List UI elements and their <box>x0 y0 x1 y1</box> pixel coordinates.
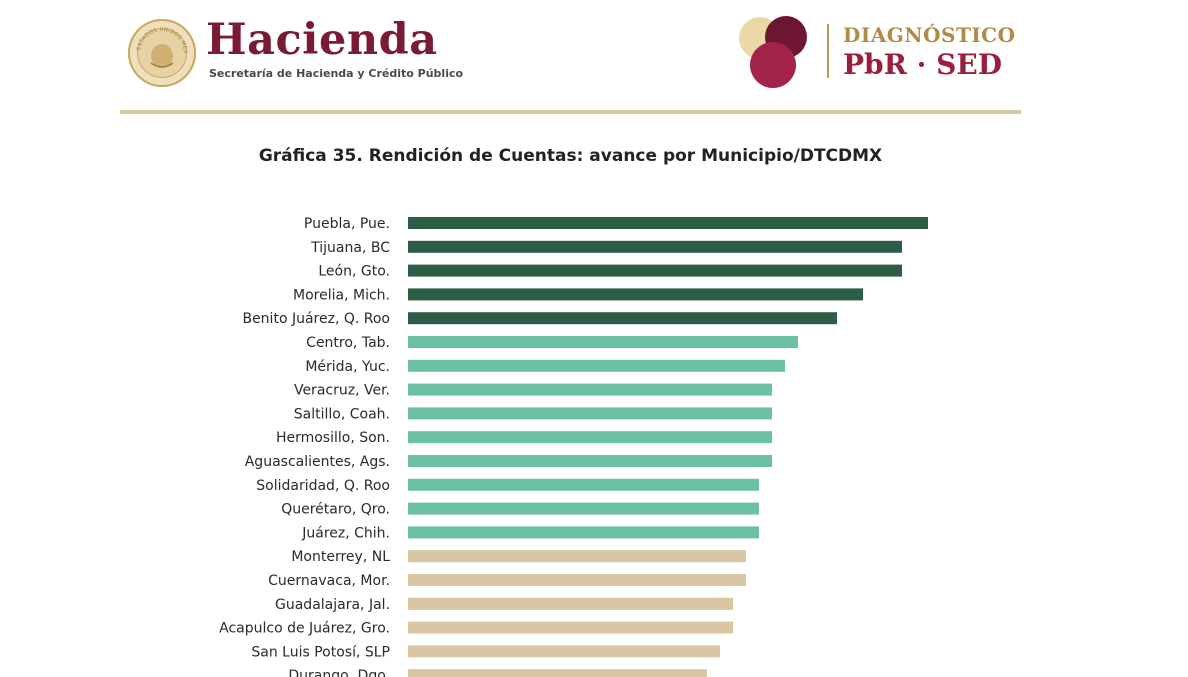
bar-10 <box>408 455 772 467</box>
bar-12 <box>408 502 759 515</box>
category-label-19: Durango, Dgo. <box>288 668 390 677</box>
pbr-sed-logo <box>739 16 807 88</box>
category-label-11: Solidaridad, Q. Roo <box>256 478 390 494</box>
category-label-17: Acapulco de Juárez, Gro. <box>219 621 390 637</box>
bar-3 <box>408 288 863 301</box>
category-label-15: Cuernavaca, Mor. <box>268 573 390 589</box>
bar-18 <box>408 645 720 658</box>
category-label-8: Saltillo, Coah. <box>294 406 390 422</box>
category-label-16: Guadalajara, Jal. <box>275 597 390 613</box>
bar-11 <box>408 478 759 491</box>
bar-5 <box>408 336 798 348</box>
category-label-10: Aguascalientes, Ags. <box>245 454 390 470</box>
category-label-1: Tijuana, BC <box>310 240 390 256</box>
brand-subtitle: Secretaría de Hacienda y Crédito Público <box>209 67 464 80</box>
logo-divider <box>827 24 829 78</box>
bar-2 <box>408 264 902 277</box>
category-label-7: Veracruz, Ver. <box>294 383 390 399</box>
bar-15 <box>408 574 746 586</box>
header-rule <box>120 110 1021 114</box>
category-label-3: Morelia, Mich. <box>293 287 390 303</box>
category-label-12: Querétaro, Qro. <box>281 502 390 518</box>
bar-9 <box>408 431 772 444</box>
chart-plot-area: Puebla, Pue. Tijuana, BC León, Gto. Morelia… <box>219 216 928 677</box>
brand-title: Hacienda <box>206 15 438 65</box>
bar-1 <box>408 240 902 253</box>
category-label-5: Centro, Tab. <box>306 335 390 351</box>
category-label-0: Puebla, Pue. <box>304 216 390 232</box>
program-label-bottom: PbR · SED <box>843 48 1002 81</box>
bar-7 <box>408 383 772 396</box>
bar-0 <box>408 217 928 229</box>
category-label-4: Benito Juárez, Q. Roo <box>242 311 390 327</box>
bar-4 <box>408 312 837 325</box>
bar-17 <box>408 621 733 634</box>
mexican-seal-logo: ESTADOS UNIDOS MEXICANOS <box>128 19 196 87</box>
chart-title: Gráfica 35. Rendición de Cuentas: avance… <box>258 146 883 166</box>
bar-6 <box>408 359 785 372</box>
category-label-9: Hermosillo, Son. <box>276 430 390 446</box>
category-label-14: Monterrey, NL <box>291 549 390 565</box>
category-label-6: Mérida, Yuc. <box>305 359 390 375</box>
category-label-18: San Luis Potosí, SLP <box>251 644 390 660</box>
category-label-2: León, Gto. <box>318 264 390 280</box>
page-header: ESTADOS UNIDOS MEXICANOS Hacienda Secret… <box>0 0 1188 115</box>
category-label-13: Juárez, Chih. <box>301 525 390 541</box>
bar-14 <box>408 550 746 563</box>
bar-8 <box>408 407 772 420</box>
program-label-top: DIAGNÓSTICO <box>843 23 1016 47</box>
bar-16 <box>408 597 733 610</box>
bar-19 <box>408 669 707 677</box>
bar-13 <box>408 526 759 539</box>
